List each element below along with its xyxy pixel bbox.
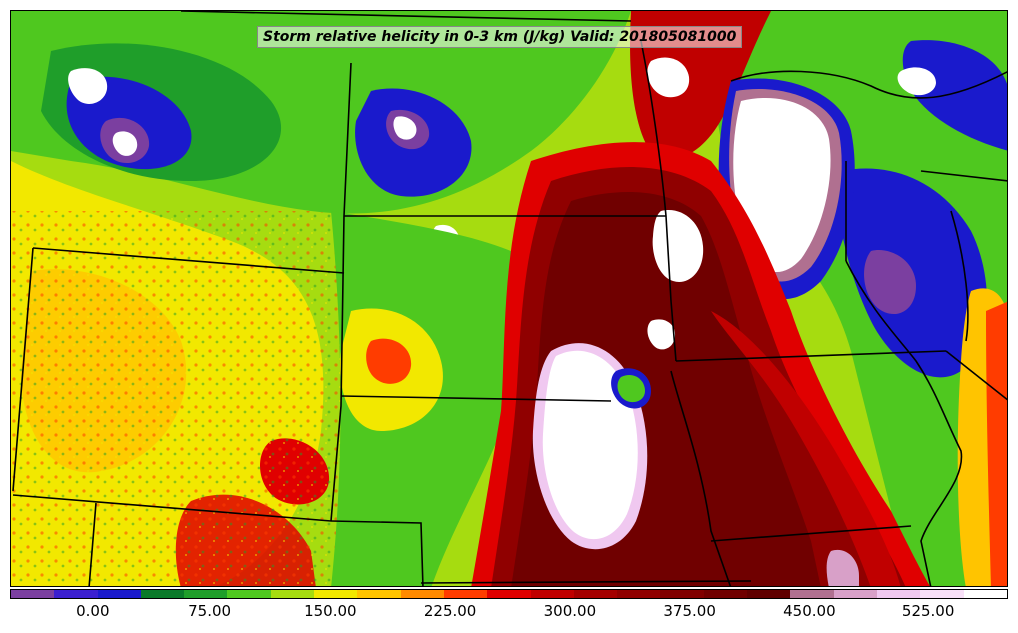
field-ne-white-1 [647,57,690,98]
boundary-kansas-south [420,580,752,584]
colorbar-tick-label: 75.00 [188,602,232,620]
field-west-texture [11,211,341,586]
field-core-white-3 [647,319,676,350]
colorbar-tick-label: 150.00 [304,602,357,620]
boundary-lake-superior [730,70,1007,99]
field-north-white-2 [393,116,417,140]
boundary-iowa-south [710,525,912,542]
colorbar-tick-label: 525.00 [901,602,955,620]
colorbar-segment [227,590,271,598]
colorbar-segment [963,590,1007,598]
boundary-ne-north [340,395,612,402]
field-core-pink-2 [826,549,859,586]
colorbar-segment [747,590,791,598]
boundary-montana-dakota [330,62,352,522]
boundary-colorado-south-2 [330,520,424,586]
boundary-lake-michigan [950,210,969,342]
field-east-purple [864,250,916,315]
colorbar-tick-label: 300.00 [543,602,597,620]
boundary-wisconsin-east [945,350,1007,401]
colorbar-segment [357,590,401,598]
colorbar-segment [833,590,877,598]
field-north-white-1 [112,131,138,156]
colorbar-segment [790,590,834,598]
field-nw-white [68,68,108,104]
helicity-map [11,11,1007,586]
colorbar-segment [400,590,444,598]
colorbar-tick-label: 225.00 [423,602,477,620]
colorbar-segment [920,590,964,598]
map-panel: Storm relative helicity in 0-3 km (J/kg)… [10,10,1008,587]
field-se-red [986,301,1007,586]
colorbar-segment [573,590,618,598]
boundary-missouri-river [670,370,732,586]
boundary-canada-us [180,11,632,22]
colorbar-segment [876,590,921,598]
field-core-white-2 [652,210,704,282]
boundary-colorado-north [12,494,332,522]
boundary-michigan [920,170,1007,182]
field-plume-lightred [711,311,901,586]
boundary-nd-mn [640,40,677,362]
colorbar-segment [11,590,55,598]
colorbar-tick-label: 0.00 [76,602,110,620]
colorbar [10,589,1008,599]
boundary-iowa-north [675,350,947,362]
field-core-white [542,350,638,540]
boundary-wyoming-north [32,247,345,274]
field-ne-white-2 [733,97,831,273]
colorbar-segment [184,590,228,598]
colorbar-segment [617,590,661,598]
colorbar-ticks: 0.00 75.00 150.00 225.00 300.00 375.00 450.00 5… [10,602,1008,626]
colorbar-tick-label: 450.00 [783,602,836,620]
field-core-green [617,374,645,403]
field-central-red [366,338,412,384]
field-east-white [897,67,936,96]
colorbar-segment [703,590,748,598]
colorbar-segment [270,590,315,598]
colorbar-tick-label: 375.00 [663,602,716,620]
colorbar-segment [660,590,704,598]
colorbar-segment [54,590,98,598]
field-ne-red [630,11,771,161]
colorbar-segment [97,590,141,598]
map-title: Storm relative helicity in 0-3 km (J/kg)… [257,26,743,48]
colorbar-segment [140,590,185,598]
boundary-wyoming-west [12,247,34,492]
boundary-colorado-south-1 [88,502,97,586]
colorbar-segment [530,590,574,598]
colorbar-segment [443,590,488,598]
political-boundaries [12,11,1007,586]
colorbar-segment [487,590,531,598]
colorbar-segment [314,590,358,598]
field-east-lightblue [902,40,1007,151]
boundary-mississippi [845,260,963,586]
